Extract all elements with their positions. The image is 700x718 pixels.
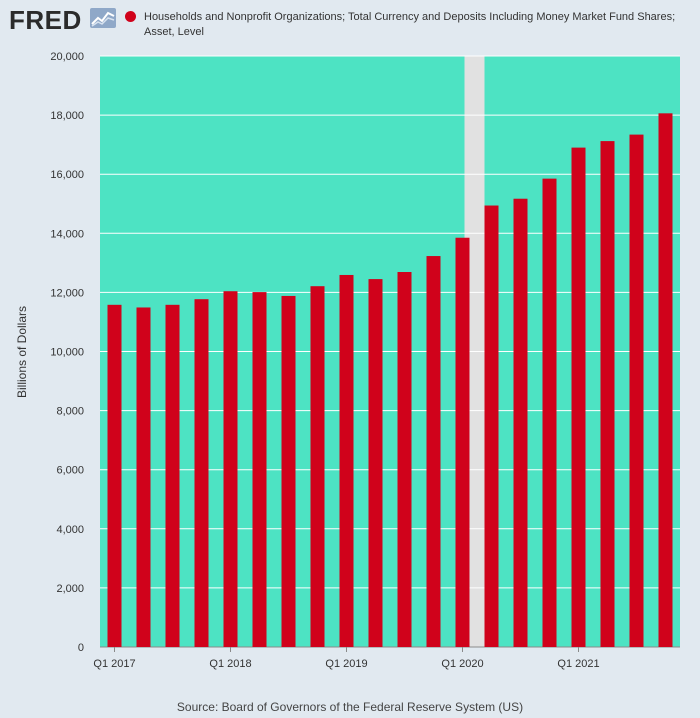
y-tick-label: 4,000 <box>56 524 84 536</box>
y-axis-label: Billions of Dollars <box>15 306 29 398</box>
bar-q2-2020[interactable] <box>484 205 499 647</box>
y-tick-label: 2,000 <box>56 583 84 595</box>
legend-series-label: Households and Nonprofit Organizations; … <box>144 11 676 38</box>
legend-series-marker <box>125 11 136 22</box>
bar-q4-2018[interactable] <box>310 286 325 647</box>
x-tick-label: Q1 2019 <box>325 658 367 670</box>
bar-q3-2018[interactable] <box>281 295 296 647</box>
bar-q3-2021[interactable] <box>629 134 644 647</box>
x-tick-label: Q1 2017 <box>93 658 135 670</box>
bar-q1-2019[interactable] <box>339 274 354 647</box>
bar-q3-2019[interactable] <box>397 272 412 647</box>
y-tick-label: 12,000 <box>50 287 84 299</box>
bar-q2-2021[interactable] <box>600 141 615 647</box>
bar-q4-2019[interactable] <box>426 256 441 647</box>
y-tick-label: 14,000 <box>50 228 84 240</box>
bar-q1-2018[interactable] <box>223 291 238 647</box>
bar-q3-2020[interactable] <box>513 198 528 647</box>
bar-q4-2021[interactable] <box>658 113 673 647</box>
y-tick-label: 10,000 <box>50 347 84 359</box>
y-tick-label: 18,000 <box>50 110 84 122</box>
bar-q4-2020[interactable] <box>542 178 557 647</box>
y-tick-label: 20,000 <box>50 51 84 63</box>
bar-q1-2017[interactable] <box>107 304 122 647</box>
bar-q3-2017[interactable] <box>165 304 180 647</box>
bar-q4-2017[interactable] <box>194 299 209 647</box>
y-tick-label: 6,000 <box>56 465 84 477</box>
x-tick-label: Q1 2018 <box>209 658 251 670</box>
x-tick-label: Q1 2021 <box>557 658 599 670</box>
bar-q2-2018[interactable] <box>252 292 267 647</box>
y-axis-ticks: 0 2,000 4,000 6,000 8,000 10,000 12,000 14,000 1… <box>50 51 84 654</box>
y-tick-label: 0 <box>78 642 84 654</box>
bar-q1-2021[interactable] <box>571 147 586 648</box>
chart-header: FRED Households and Nonprofit Organizati… <box>0 0 700 50</box>
source-note: Source: Board of Governors of the Federa… <box>176 700 524 714</box>
bars <box>107 113 673 648</box>
fred-logo[interactable]: FRED <box>9 5 82 35</box>
bar-q2-2017[interactable] <box>136 307 151 647</box>
y-tick-label: 8,000 <box>56 406 84 418</box>
y-tick-label: 16,000 <box>50 169 84 181</box>
x-tick-label: Q1 2020 <box>441 658 483 670</box>
bar-q1-2020[interactable] <box>455 237 470 648</box>
fred-logo-chart-icon <box>90 8 116 28</box>
bar-q2-2019[interactable] <box>368 279 383 647</box>
x-axis-ticks: Q1 2017 Q1 2018 Q1 2019 Q1 2020 Q1 2021 <box>93 647 600 670</box>
